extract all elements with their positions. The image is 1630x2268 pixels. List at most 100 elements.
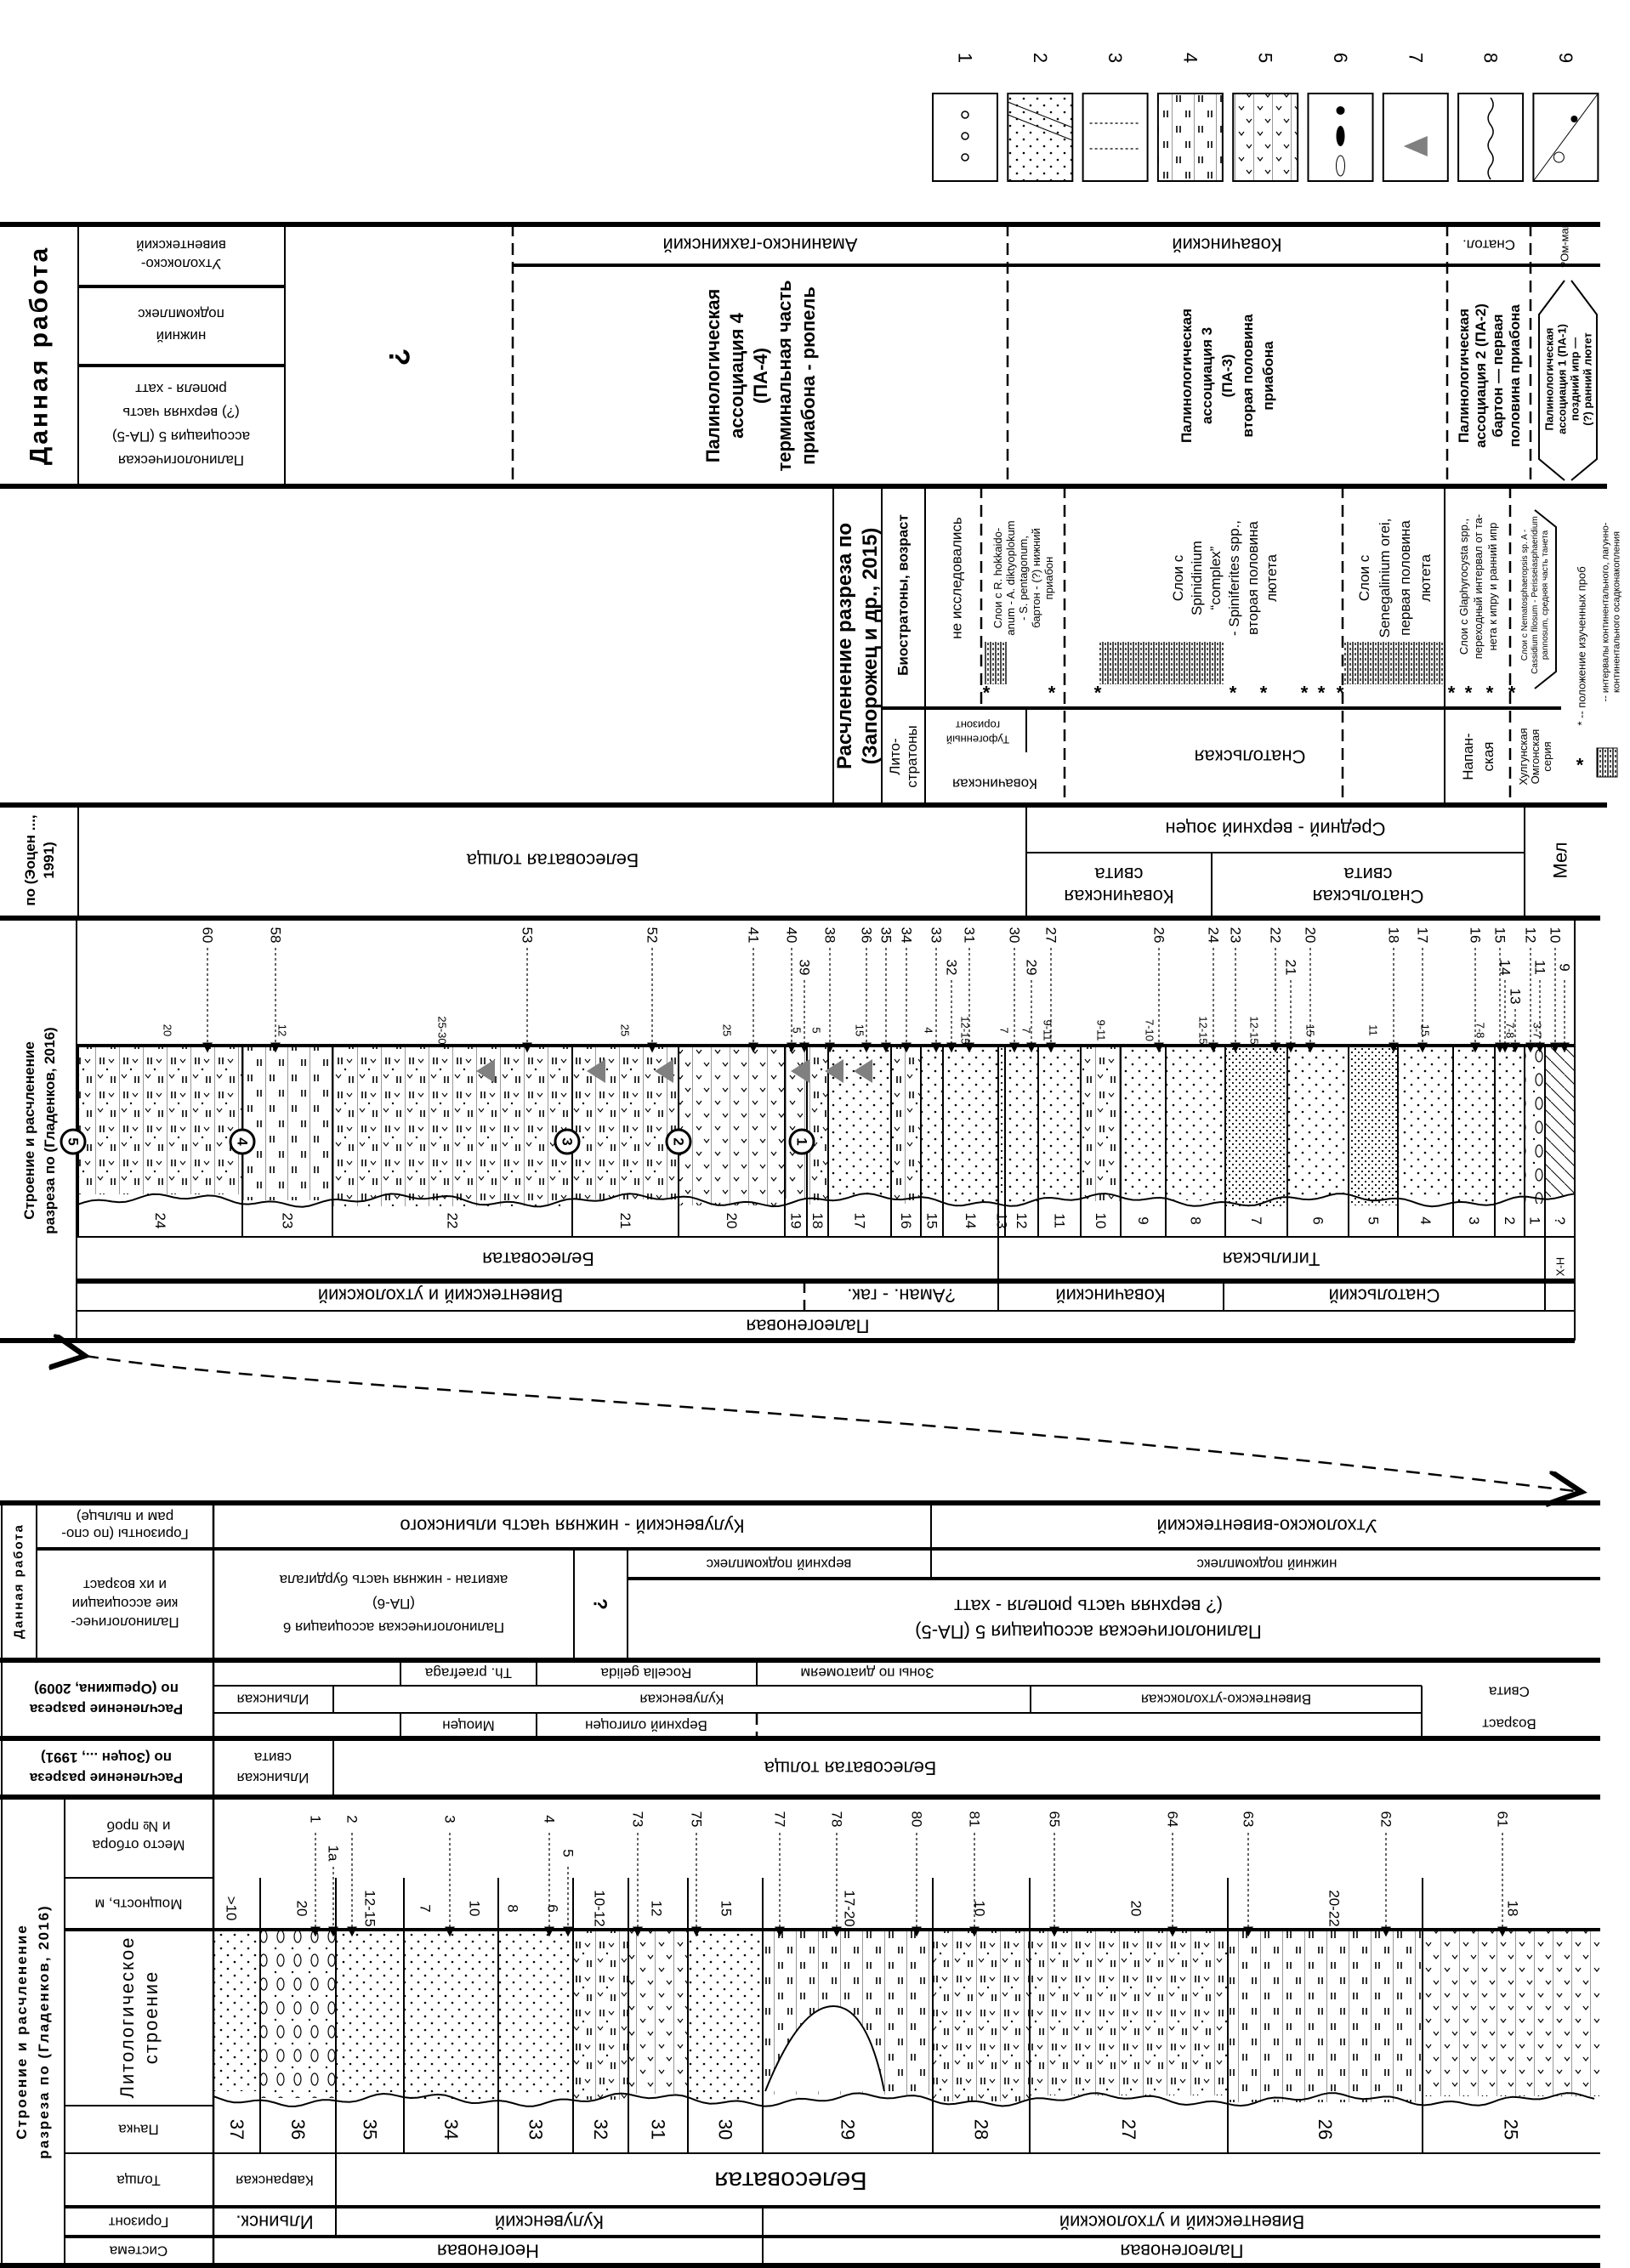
text-line: Место отбора bbox=[92, 1838, 185, 1854]
text-line: Туфогенный bbox=[946, 734, 1009, 746]
gravel-icon bbox=[932, 93, 998, 182]
lithology-bed bbox=[1005, 1047, 1038, 1202]
text-line: лютета bbox=[1264, 554, 1280, 602]
sample-number: 13 bbox=[1508, 989, 1524, 1005]
text-line: Слои с R. hokkaido- bbox=[991, 528, 1004, 628]
bed-number: 23 bbox=[280, 1213, 296, 1229]
thickness-label: 12-15 bbox=[1248, 1016, 1261, 1044]
text-line: по (Орешкина, 2009) bbox=[34, 1681, 179, 1698]
thickness-label: 12-15 bbox=[959, 1016, 972, 1044]
thickness-label: 12 bbox=[649, 1901, 665, 1917]
suite-ilyinsk: Ильинская свита bbox=[237, 1750, 310, 1787]
text-line: лютета bbox=[1417, 554, 1434, 602]
thickness-label: 7 bbox=[998, 1027, 1011, 1033]
sample-number: 52 bbox=[645, 927, 661, 944]
text-line: по (Зоцен ..., 1991) bbox=[41, 1750, 172, 1766]
sample-number: 29 bbox=[1024, 960, 1040, 976]
cretaceous-label: Мел bbox=[1550, 842, 1571, 879]
text-line: разреза по (Гладенков, 2016) bbox=[42, 1027, 58, 1233]
text-line: Палинологическая bbox=[1542, 328, 1555, 431]
litho-napan: Напан-ская bbox=[1460, 733, 1497, 780]
bed-number: 32 bbox=[590, 2119, 611, 2140]
lithology-bed bbox=[1225, 1047, 1287, 1206]
bed-number: 21 bbox=[617, 1213, 633, 1229]
bracket bbox=[1538, 280, 1565, 481]
legend-number: 4 bbox=[1179, 53, 1201, 63]
thickness-label: 8 bbox=[505, 1904, 521, 1912]
text-line: Палинологическая bbox=[118, 453, 244, 469]
text-line: ассоциация 5 (ПА-5) bbox=[112, 429, 250, 445]
thickness-label: 20 bbox=[162, 1024, 174, 1036]
pa5-label: Палинологическая ассоциация 5 (ПА-5) (?) в… bbox=[112, 382, 250, 469]
text-line: Палинологическая bbox=[1456, 309, 1472, 443]
lithology-bed bbox=[78, 1047, 242, 1194]
text-line: аквитан - нижняя часть бурдигала bbox=[279, 1573, 508, 1589]
sample-number: 2 bbox=[344, 1815, 361, 1823]
top-zaporozhets-band: Расчленение разреза по (Запорожец и др., … bbox=[0, 486, 1622, 808]
text-line: Senegalinium orei, bbox=[1377, 519, 1393, 638]
suite-ilyinsk: Ильинская bbox=[237, 1692, 310, 1708]
text-line: Палинологическая ассоциация 6 bbox=[283, 1620, 504, 1636]
text-line: терминальная часть bbox=[774, 281, 795, 472]
lithology-bed bbox=[332, 1047, 572, 1206]
wavy-contact-icon bbox=[1457, 93, 1525, 182]
thickness-label: 15 bbox=[854, 1024, 866, 1036]
band-header: Строение и расчленение разреза по (Гладен… bbox=[21, 1027, 58, 1233]
age-label: Средний - верхний эоцен bbox=[1166, 819, 1386, 840]
zone-label: Слои с Nematosphaeropsis sp. A -Cassidiu… bbox=[1520, 516, 1550, 674]
lithology-bed bbox=[1349, 1047, 1398, 1205]
text-line: Слои с Nematosphaeropsis sp. A - bbox=[1520, 530, 1530, 661]
thickness-label: 10 bbox=[467, 1901, 483, 1917]
bed-number: 13 bbox=[994, 1213, 1010, 1229]
sample-number: 1a bbox=[326, 1846, 342, 1862]
bed-number: 14 bbox=[963, 1213, 979, 1229]
bed-number: 12 bbox=[1014, 1213, 1030, 1229]
continental-interval bbox=[1099, 642, 1224, 684]
text-line: ассоциация 2 (ПА-2) bbox=[1473, 303, 1489, 448]
sample-number: 10 bbox=[1548, 927, 1564, 944]
sample-number: 65 bbox=[1047, 1812, 1063, 1828]
text-line: свита bbox=[1343, 865, 1393, 886]
text-line: приабона bbox=[1260, 341, 1276, 411]
text-line: Палинологичес- bbox=[71, 1615, 179, 1631]
subcomplex-label: нижний подкомплекс bbox=[138, 307, 224, 345]
text-line: стратоны bbox=[904, 725, 920, 787]
tuff-triangle-icon bbox=[825, 1059, 843, 1083]
lithology-bed bbox=[1228, 1931, 1423, 2102]
thickness-label: 11 bbox=[1367, 1024, 1380, 1036]
bed-number: 35 bbox=[360, 2119, 381, 2140]
lithology-bed bbox=[1287, 1047, 1349, 1199]
weathering-profile bbox=[213, 2092, 1595, 2107]
text-line: - S. pentagonum, bbox=[1017, 536, 1030, 621]
top-lithology-column: 24 23 22 21 20 19 18 17 16 15 14 13 12 11 10 9 8 7 6 5 4 3 2 1?… bbox=[60, 927, 1576, 1237]
thickness-label: 15 bbox=[718, 1901, 735, 1917]
thickness-label: 9-11 bbox=[1042, 1019, 1054, 1040]
text-line: Напан- bbox=[1460, 733, 1476, 780]
text-line: (?) ранний лютет bbox=[1581, 332, 1593, 426]
lithology-bed bbox=[921, 1047, 943, 1197]
bed-number: 34 bbox=[440, 2119, 462, 2140]
thickness-label: 20-22 bbox=[1326, 1890, 1343, 1926]
sample-number: 9 bbox=[1557, 963, 1573, 971]
tuff-triangle-icon bbox=[1382, 93, 1449, 182]
continental-interval-swatch bbox=[1596, 747, 1618, 778]
text-line: Слои с bbox=[1356, 554, 1372, 601]
suite-viventek: Вивентекско-утхолокская bbox=[1141, 1692, 1311, 1708]
legend-number: 7 bbox=[1405, 53, 1426, 63]
text-line: Палинологическая bbox=[1178, 309, 1195, 443]
sample-number: 81 bbox=[967, 1812, 983, 1828]
text-line: по (Эоцен ..., bbox=[22, 814, 38, 905]
tuffaceous-icon bbox=[1232, 93, 1299, 182]
tuff-unit-number: 2 bbox=[671, 1137, 687, 1145]
siltstone-icon bbox=[1082, 93, 1149, 182]
bed-number: 24 bbox=[152, 1213, 168, 1229]
tuff-unit-number: 3 bbox=[559, 1137, 576, 1145]
thickness-label: 3-7 bbox=[1531, 1023, 1544, 1039]
suite-kuluv: Кулувенская bbox=[639, 1692, 724, 1708]
zone-th-praefraga: Th. praefraga bbox=[424, 1665, 512, 1681]
bed-number: 29 bbox=[838, 2119, 859, 2140]
text-line: разреза по (Гладенков, 2016) bbox=[36, 1904, 52, 2158]
sample-number: 60 bbox=[200, 927, 216, 944]
tuff-unit-marker bbox=[554, 1128, 581, 1155]
bottom-oreshkina-band: Расчленение разреза по (Орешкина, 2009) З… bbox=[0, 1660, 1600, 1741]
